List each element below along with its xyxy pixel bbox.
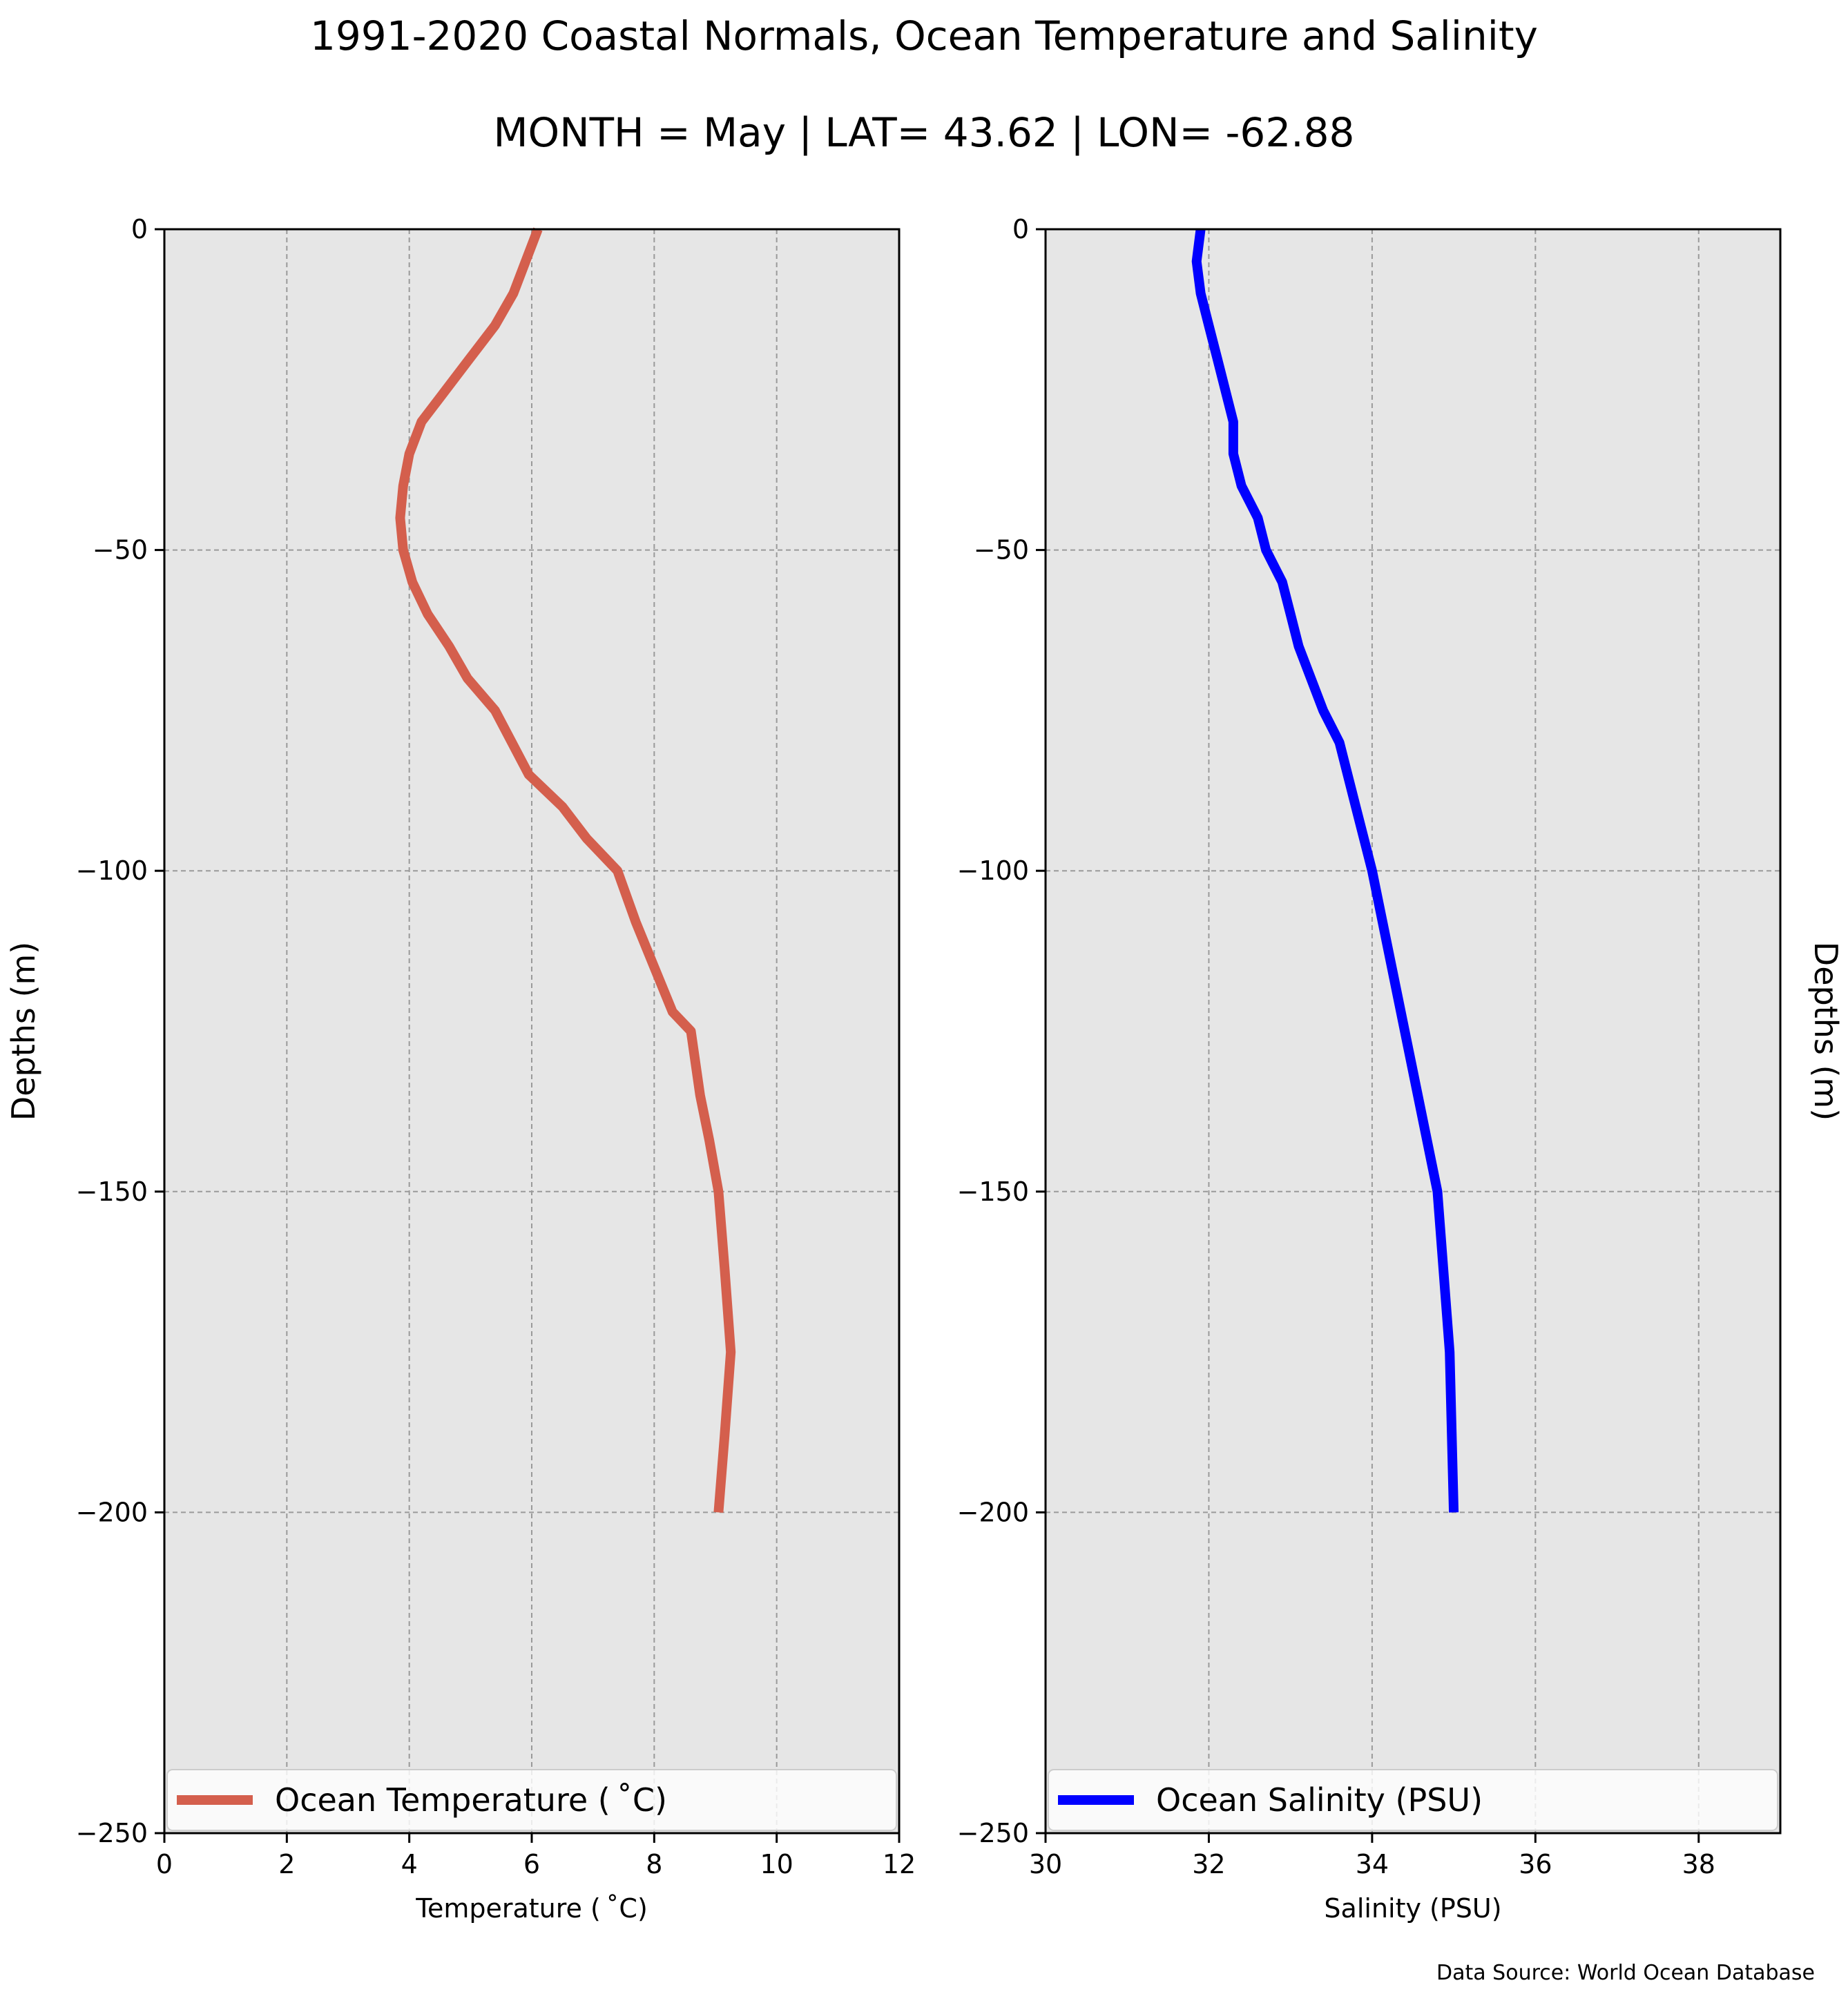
y-tick-label: −250 (957, 1818, 1029, 1848)
salinity-series-line (1191, 229, 1459, 1513)
salinity-y-axis-label: Depths (m) (1807, 942, 1845, 1121)
x-tick-label: 6 (523, 1849, 540, 1879)
x-tick-label: 2 (278, 1849, 295, 1879)
x-tick-label: 34 (1356, 1849, 1389, 1879)
x-tick-label: 38 (1682, 1849, 1715, 1879)
y-tick-label: −50 (974, 535, 1029, 565)
temperature-legend: Ocean Temperature ( ˚C) (166, 1769, 897, 1831)
y-tick-label: −150 (957, 1177, 1029, 1207)
x-tick-label: 30 (1029, 1849, 1062, 1879)
y-tick-label: −50 (93, 535, 148, 565)
legend-box (166, 1769, 897, 1831)
y-tick-label: −100 (957, 855, 1029, 886)
x-tick-label: 4 (401, 1849, 418, 1879)
legend-label: Ocean Salinity (PSU) (1156, 1781, 1483, 1819)
salinity-subplot: Ocean Salinity (PSU) 30 32 34 36 38 0 −50 −100 −1… (957, 214, 1845, 1924)
temperature-series-line (395, 227, 736, 1513)
salinity-axes-frame (1044, 228, 1782, 1835)
data-source-note: Data Source: World Ocean Database (1436, 1961, 1815, 1985)
x-tick-label: 12 (883, 1849, 916, 1879)
x-tick-label: 36 (1519, 1849, 1552, 1879)
x-tick-label: 10 (760, 1849, 793, 1879)
x-tick-label: 8 (646, 1849, 662, 1879)
y-tick-label: 0 (1012, 214, 1029, 244)
y-tick-label: −100 (76, 855, 148, 886)
legend-box (1048, 1769, 1778, 1831)
salinity-plot-area (1046, 229, 1780, 1833)
salinity-x-axis-label: Salinity (PSU) (1324, 1893, 1501, 1924)
chart-title: 1991-2020 Coastal Normals, Ocean Tempera… (310, 12, 1538, 59)
x-tick-label: 32 (1192, 1849, 1225, 1879)
x-tick-label: 0 (156, 1849, 173, 1879)
y-tick-label: 0 (131, 214, 148, 244)
chart-subtitle: MONTH = May | LAT= 43.62 | LON= -62.88 (493, 109, 1355, 156)
temperature-y-axis-label: Depths (m) (5, 942, 42, 1121)
y-tick-label: −250 (76, 1818, 148, 1848)
y-tick-label: −200 (957, 1497, 1029, 1527)
temperature-subplot: Ocean Temperature ( ˚C) 0 2 4 6 8 10 12 0 −50 −100… (5, 214, 916, 1924)
temperature-x-axis-label: Temperature ( ˚C) (415, 1893, 648, 1924)
y-tick-label: −200 (76, 1497, 148, 1527)
legend-label: Ocean Temperature ( ˚C) (275, 1781, 667, 1819)
y-tick-label: −150 (76, 1177, 148, 1207)
salinity-legend: Ocean Salinity (PSU) (1048, 1769, 1778, 1831)
